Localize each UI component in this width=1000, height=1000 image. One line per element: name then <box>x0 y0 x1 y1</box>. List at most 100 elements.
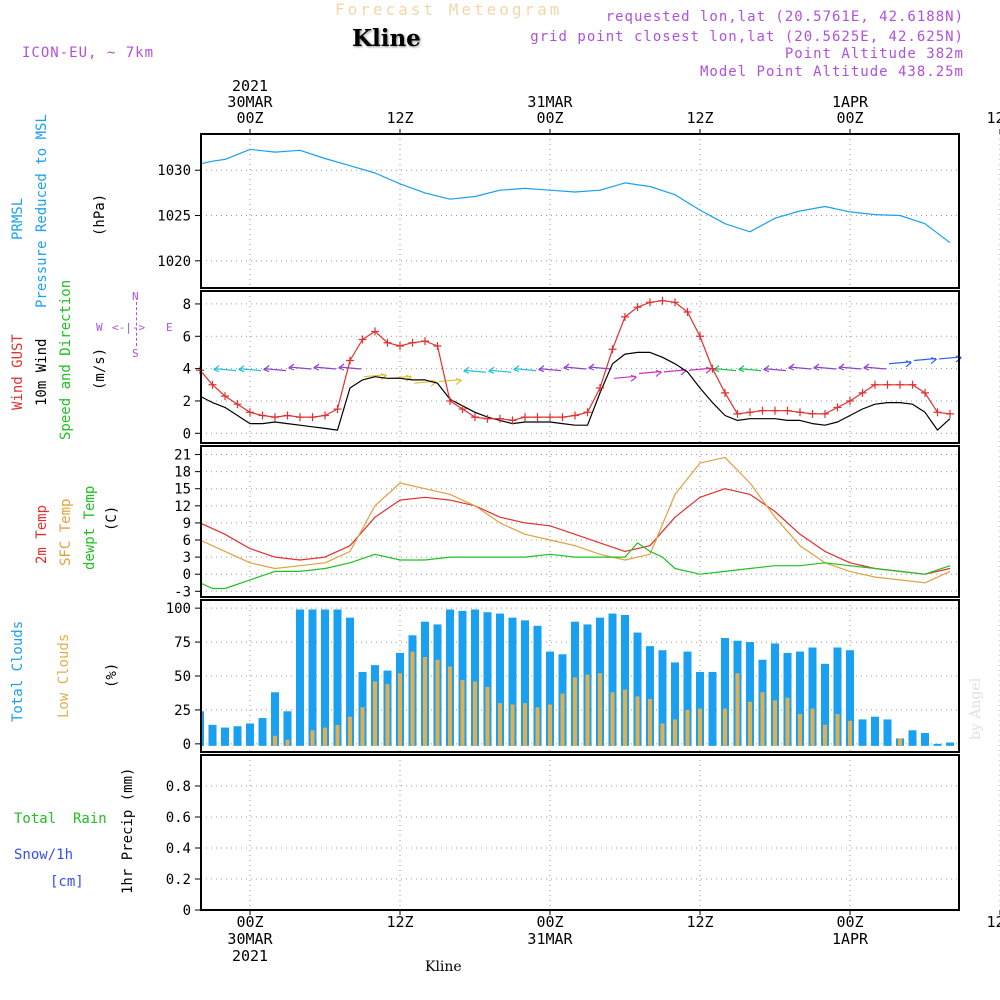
gust-marker <box>821 409 829 418</box>
gust-marker <box>471 413 479 422</box>
gust-marker <box>758 406 767 415</box>
snow-label: Snow/1h <box>14 847 74 863</box>
wind-barb-head <box>487 366 495 374</box>
top-time-label-l3: 00Z <box>536 109 564 127</box>
gust-marker <box>408 338 417 347</box>
panel-frame <box>200 445 960 598</box>
low-cloud-bar <box>785 697 790 746</box>
top-time-label: 12Z <box>355 78 445 126</box>
wind-barb-shaft <box>938 356 962 360</box>
low-cloud-bar <box>535 707 540 746</box>
top-time-label-l3: 12Z <box>986 109 1000 127</box>
low-cloud-bar <box>698 708 702 746</box>
top-time-label-l2: 31MAR <box>527 93 573 111</box>
total-cloud-bar <box>858 719 867 746</box>
total-cloud-bar <box>821 663 829 746</box>
y-tick-label: 1020 <box>157 254 191 270</box>
total-cloud-bar <box>721 638 729 746</box>
y-tick-label: 6 <box>183 533 191 549</box>
wind-barb-head <box>380 373 388 381</box>
wind-barb-head <box>737 365 745 373</box>
gust-marker <box>596 384 604 393</box>
bottom-time-label: 00Z 30MAR 2021 <box>205 914 295 965</box>
total-cloud-bar <box>833 647 842 746</box>
wind-gust-line <box>199 300 951 421</box>
y-tick-label: 18 <box>174 465 191 481</box>
gust-marker <box>321 411 329 420</box>
gust-marker <box>283 411 292 420</box>
low-cloud-bar <box>348 716 352 746</box>
top-time-label: 1APR 00Z <box>805 78 895 126</box>
low-cloud-bar <box>898 738 902 746</box>
gust-marker <box>521 413 529 422</box>
total-cloud-bar <box>871 716 879 746</box>
model-label: ICON-EU, ~ 7km <box>22 45 155 61</box>
bottom-time-label-l1: 00Z <box>536 913 564 931</box>
gust-marker <box>833 403 842 412</box>
wind-barb-head <box>587 363 595 371</box>
total-cloud-bar <box>671 662 679 746</box>
gust-marker <box>608 345 617 354</box>
wind-barb-shaft <box>488 369 512 373</box>
panel-frame <box>200 754 960 911</box>
requested-coords: requested lon,lat (20.5761E, 42.6188N) <box>605 9 964 25</box>
total-cloud-bar <box>333 609 342 746</box>
wind-barb-shaft <box>338 366 362 370</box>
top-time-label-l3: 12Z <box>686 109 714 127</box>
wind-barb-shaft <box>813 366 837 370</box>
gust-marker <box>483 414 492 423</box>
y-tick-label: 100 <box>166 601 191 617</box>
meteogram-title: Forecast Meteogram <box>335 0 563 19</box>
low-cloud-bar <box>810 708 815 746</box>
total-cloud-bar <box>458 610 467 746</box>
gust-marker <box>908 380 917 389</box>
wind-barb-shaft <box>463 369 487 373</box>
total-cloud-bar <box>271 692 279 746</box>
wind-barb-head <box>337 363 345 371</box>
y-tick-label: 0.8 <box>166 779 191 795</box>
wind-barb-shaft <box>838 366 862 370</box>
wind-barb-shaft <box>588 366 612 370</box>
wind-barb-head <box>262 365 270 373</box>
gust-marker <box>533 413 542 422</box>
gust-marker <box>746 408 754 417</box>
total-cloud-bar <box>508 617 517 746</box>
wind-barb-head <box>630 374 638 382</box>
low-cloud-bar <box>423 657 427 746</box>
snow-unit-label: [cm] <box>50 874 84 890</box>
top-time-label-l2: 30MAR <box>227 93 273 111</box>
total-cloud-bar <box>496 613 504 746</box>
total-cloud-bar <box>201 711 204 746</box>
low-cloud-bar <box>285 739 290 746</box>
bottom-time-label-l2: 31MAR <box>527 930 573 948</box>
wind-barb-shaft <box>863 366 887 370</box>
gust-marker <box>221 392 229 401</box>
wind-barb-head <box>862 363 870 371</box>
low-cloud-bar <box>798 714 802 746</box>
low-cloud-bar <box>573 677 577 746</box>
low-cloud-bar <box>523 703 527 746</box>
low-cloud-bar <box>610 692 615 746</box>
wind-barb-shaft <box>738 368 762 372</box>
low-cloud-bar <box>373 681 377 746</box>
wind-10m-line <box>199 351 951 431</box>
gust-marker <box>246 408 254 417</box>
gust-marker <box>583 408 592 417</box>
gust-marker <box>708 364 717 373</box>
wind-barb-head <box>562 363 570 371</box>
model-point-altitude: Model Point Altitude 438.25m <box>699 64 964 80</box>
wind-barb-shaft <box>888 361 912 365</box>
wind-barb-shaft <box>663 369 687 373</box>
gust-marker <box>296 413 304 422</box>
y-tick-label: 0 <box>183 903 191 919</box>
y-tick-label: 2 <box>183 394 191 410</box>
y-tick-label: 12 <box>174 499 191 515</box>
y-tick-label: 9 <box>183 516 191 532</box>
wind-barb-head <box>405 374 413 382</box>
wind-barb-shaft <box>438 378 462 383</box>
y-tick-label: 3 <box>183 550 191 566</box>
total-cloud-bar <box>771 643 779 746</box>
total-cloud-bar <box>308 609 317 746</box>
wind-barb-shaft <box>288 366 312 370</box>
y-tick-label: 21 <box>174 448 191 464</box>
